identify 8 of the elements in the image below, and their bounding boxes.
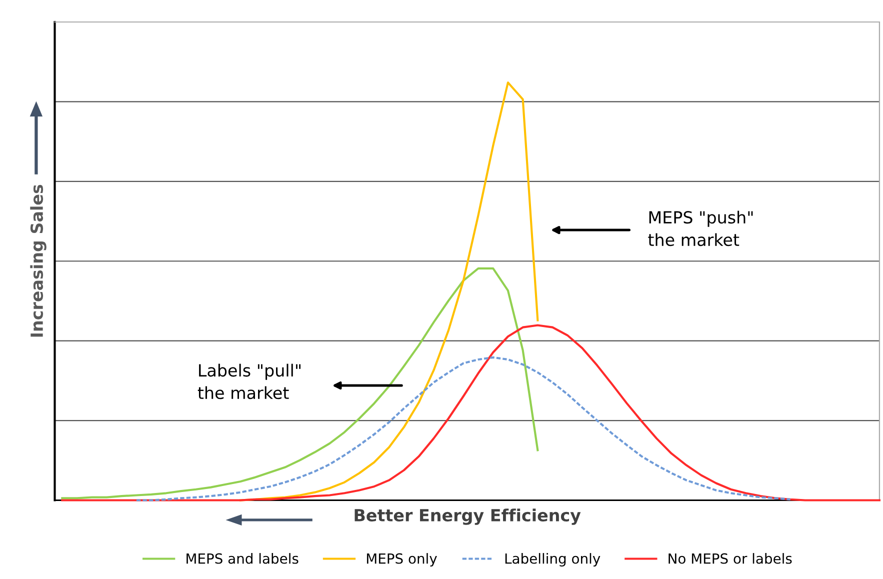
annotation: Labels "pull" the market (198, 364, 300, 400)
y-axis-title: Increasing Sales (30, 184, 46, 337)
annotation: MEPS "push" the market (648, 210, 753, 246)
legend-label: MEPS and labels (186, 553, 298, 564)
x-axis-title: Better Energy Efficiency (354, 508, 581, 525)
legend-label: No MEPS or labels (668, 553, 792, 564)
legend-label: MEPS only (366, 553, 437, 566)
legend-label: Labelling only (505, 553, 600, 566)
